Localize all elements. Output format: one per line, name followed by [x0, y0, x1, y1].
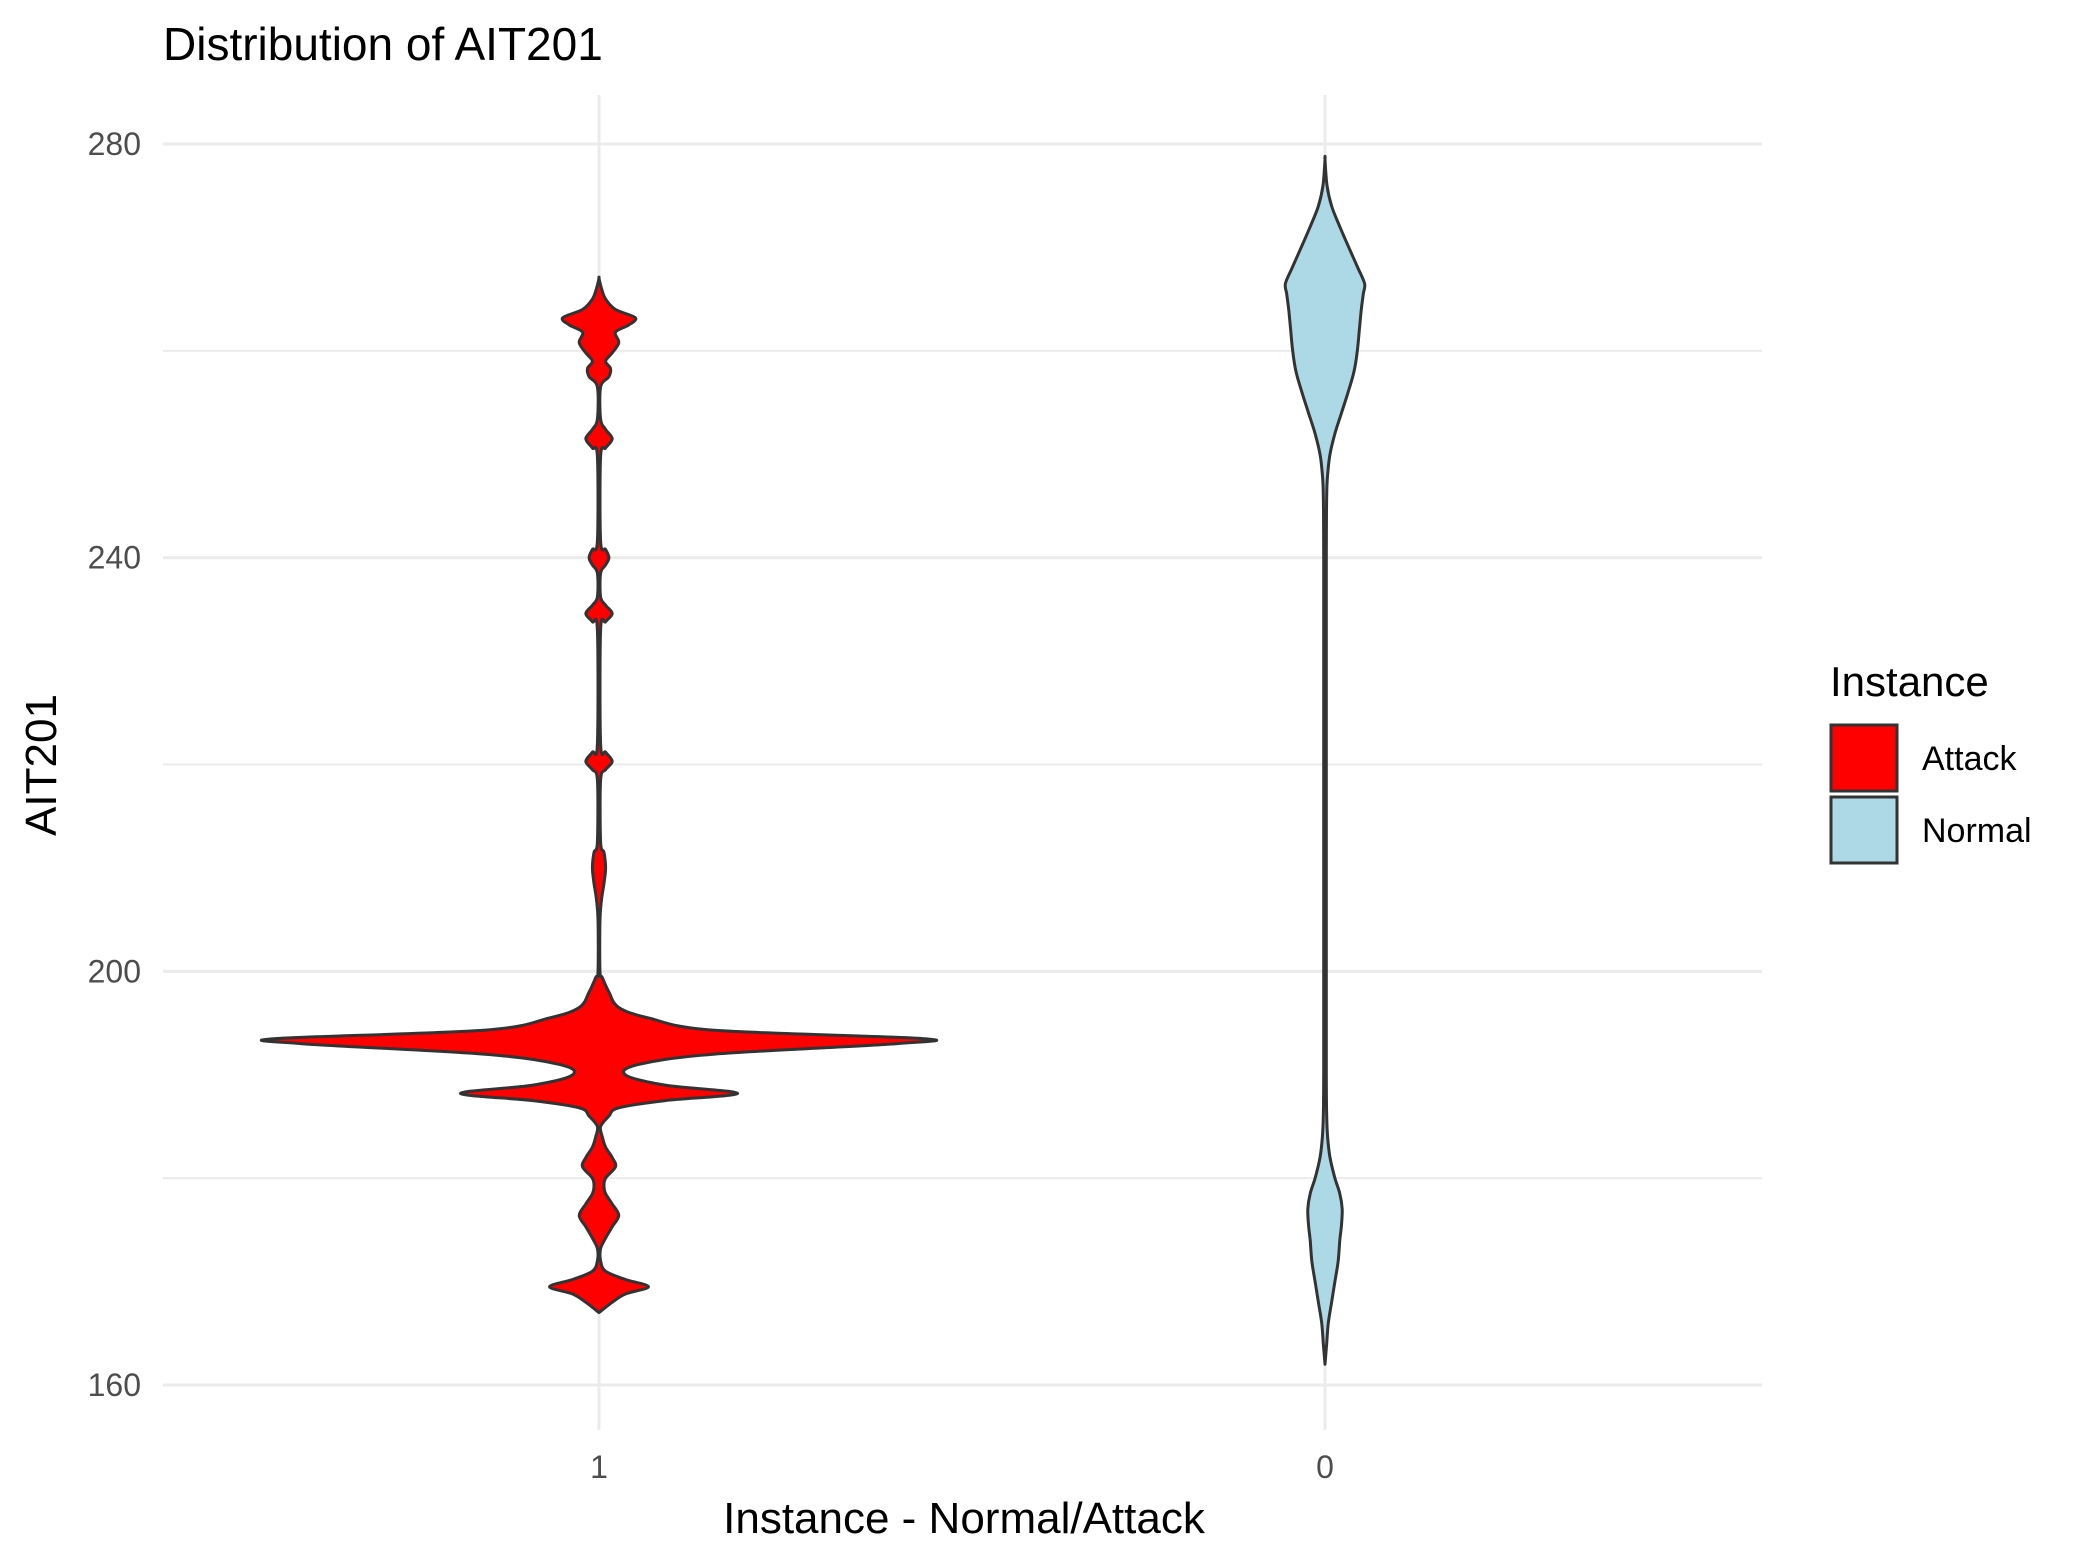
violin-layer — [259, 154, 1367, 1366]
y-tick-label: 200 — [88, 953, 141, 989]
y-tick-label: 240 — [88, 540, 141, 576]
chart-title: Distribution of AIT201 — [163, 18, 603, 70]
violin-normal — [1283, 154, 1367, 1366]
x-tick-label: 0 — [1316, 1449, 1334, 1485]
y-tick-labels: 160 200 240 280 — [88, 126, 141, 1403]
x-tick-label: 1 — [590, 1449, 608, 1485]
y-tick-label: 280 — [88, 126, 141, 162]
legend-label-normal: Normal — [1922, 812, 2032, 850]
x-axis-title: Instance - Normal/Attack — [723, 1494, 1206, 1543]
legend: Instance Attack Normal — [1829, 658, 2032, 865]
legend-label-attack: Attack — [1922, 740, 2017, 778]
grid-lines — [163, 95, 1762, 1430]
legend-key-normal — [1829, 795, 1899, 865]
violin-attack — [259, 275, 939, 1315]
y-tick-label: 160 — [88, 1367, 141, 1403]
y-axis-title: AIT201 — [17, 694, 66, 836]
legend-title: Instance — [1830, 658, 1989, 705]
legend-key-attack — [1829, 723, 1899, 793]
